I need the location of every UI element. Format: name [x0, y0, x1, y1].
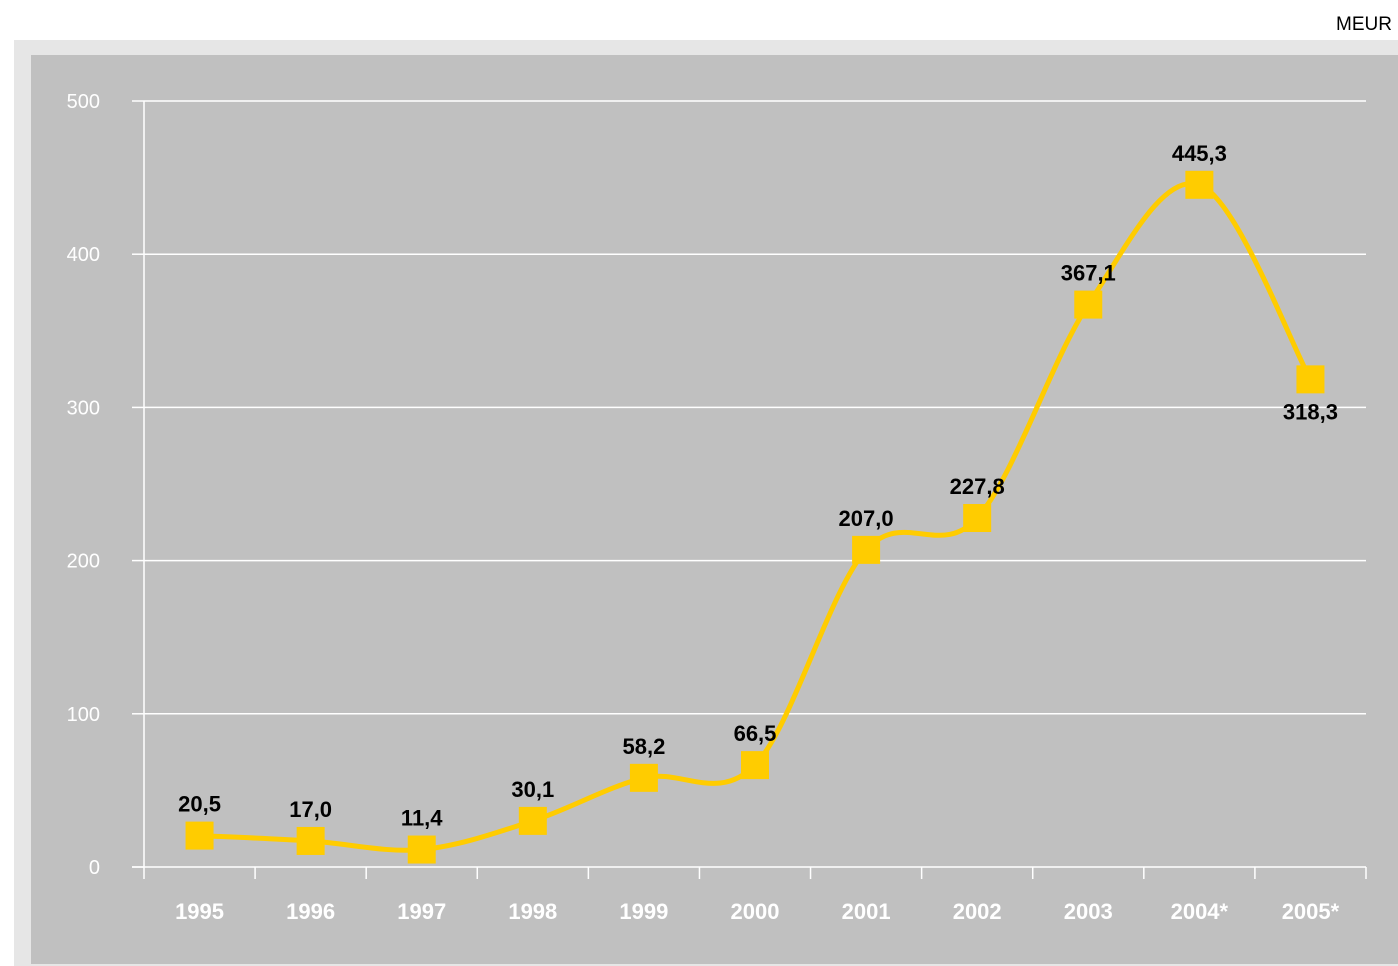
plot-area — [31, 55, 1398, 964]
x-tick-label: 2002 — [953, 899, 1002, 924]
x-tick-label: 1997 — [397, 899, 446, 924]
x-tick-label: 1995 — [175, 899, 224, 924]
data-label: 367,1 — [1061, 261, 1116, 286]
x-tick-label: 2000 — [731, 899, 780, 924]
data-point-marker — [407, 835, 436, 864]
data-label: 318,3 — [1283, 399, 1338, 424]
y-tick-label: 400 — [67, 244, 100, 266]
data-point-marker — [629, 763, 658, 792]
data-point-marker — [1296, 365, 1325, 394]
data-label: 66,5 — [734, 721, 777, 746]
data-label: 17,0 — [289, 797, 332, 822]
x-tick-label: 1999 — [619, 899, 668, 924]
x-tick-label: 1998 — [508, 899, 557, 924]
data-point-marker — [1185, 170, 1214, 199]
data-label: 227,8 — [950, 474, 1005, 499]
data-label: 445,3 — [1172, 141, 1227, 166]
x-tick-label: 1996 — [286, 899, 335, 924]
gridlines — [144, 100, 1366, 715]
x-tick-label: 2001 — [842, 899, 891, 924]
data-label: 30,1 — [511, 777, 554, 802]
axes: 0 100 200 300 400 500 1995 1996 1997 1998 1999 2000… — [67, 91, 1367, 924]
line-chart: 0 100 200 300 400 500 1995 1996 1997 1998 1999 2000… — [31, 55, 1398, 964]
data-point-marker — [852, 535, 881, 564]
y-tick-label: 200 — [67, 551, 100, 573]
data-labels: 20,5 17,0 11,4 30,1 58,2 66,5 207,0 227,8 367,1 4… — [178, 141, 1338, 831]
data-label: 58,2 — [622, 734, 665, 759]
data-label: 11,4 — [401, 806, 443, 831]
unit-label: MEUR — [1336, 14, 1392, 35]
series — [185, 170, 1325, 864]
y-tick-label: 300 — [67, 397, 100, 419]
data-point-marker — [185, 821, 214, 850]
data-label: 207,0 — [839, 506, 894, 531]
x-tick-label: 2004* — [1171, 899, 1229, 924]
y-tick-label: 500 — [67, 91, 100, 113]
x-tick-label: 2005* — [1282, 899, 1340, 924]
data-point-marker — [741, 751, 769, 780]
data-point-marker — [963, 504, 992, 533]
y-tick-label: 0 — [89, 857, 100, 879]
data-point-marker — [518, 806, 547, 835]
data-point-marker — [1074, 290, 1103, 319]
y-tick-label: 100 — [67, 704, 100, 726]
data-label: 20,5 — [178, 792, 221, 817]
x-tick-label: 2003 — [1064, 899, 1113, 924]
data-point-marker — [296, 826, 325, 855]
chart-frame: 0 100 200 300 400 500 1995 1996 1997 1998 1999 2000… — [14, 40, 1398, 966]
